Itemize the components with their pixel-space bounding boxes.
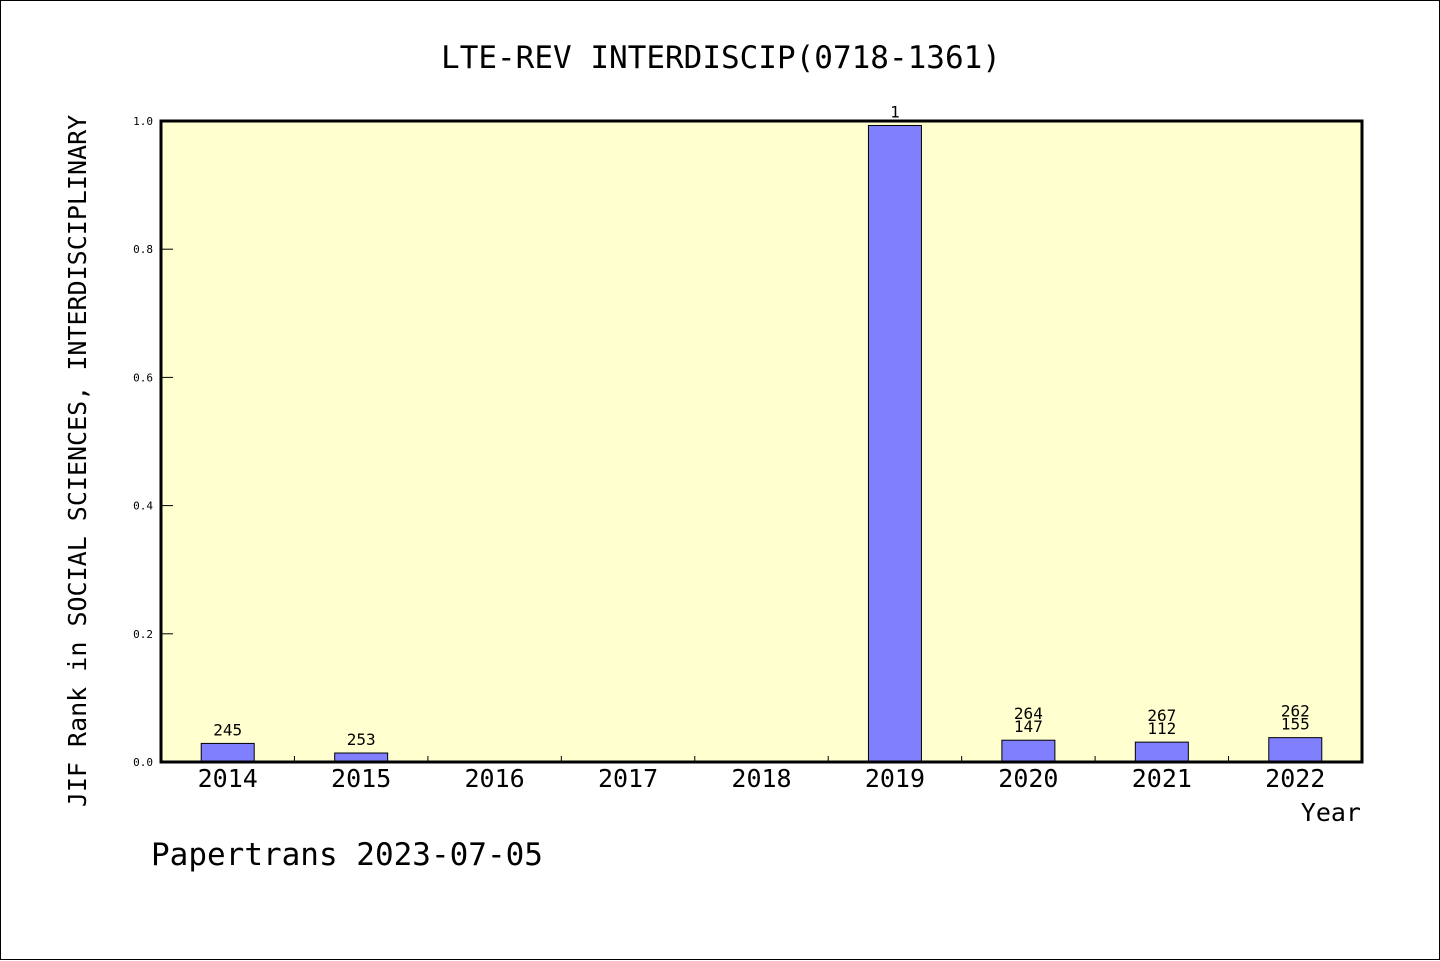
data-label-2022: 155 [1281, 715, 1310, 734]
bar-2014[interactable] [200, 742, 255, 763]
x-tick-label-2018: 2018 [731, 764, 791, 793]
bar-2019[interactable] [867, 124, 922, 763]
y-tick-label: 0.2 [133, 628, 153, 641]
data-label-2022: 262 [1281, 702, 1310, 721]
y-tick-label: 0.8 [133, 243, 153, 256]
data-label-2019: 1 [890, 102, 900, 121]
x-tick-label-2020: 2020 [998, 764, 1058, 793]
x-tick-label-2014: 2014 [198, 764, 258, 793]
chart-title: LTE-REV INTERDISCIP(0718-1361) [441, 40, 1001, 76]
bar-2022[interactable] [1268, 737, 1323, 763]
plot-area [161, 121, 1362, 762]
data-label-2021: 267 [1147, 706, 1176, 725]
data-label-2020: 147 [1014, 717, 1043, 736]
y-tick-label: 0.4 [133, 500, 153, 513]
bar-2021[interactable] [1134, 741, 1189, 763]
y-axis-title: JIF Rank in SOCIAL SCIENCES, INTERDISCIP… [63, 115, 92, 807]
y-tick-label: 0.0 [133, 756, 153, 769]
data-label-2020: 264 [1014, 704, 1043, 723]
x-tick-label-2019: 2019 [865, 764, 925, 793]
x-tick-label-2015: 2015 [331, 764, 391, 793]
bar-2020[interactable] [1001, 739, 1056, 763]
x-tick-label-2017: 2017 [598, 764, 658, 793]
x-tick-label-2022: 2022 [1265, 764, 1325, 793]
y-tick-label: 0.6 [133, 371, 153, 384]
data-label-2014: 245 [213, 720, 242, 739]
data-label-2021: 112 [1147, 719, 1176, 738]
x-tick-label-2016: 2016 [465, 764, 525, 793]
y-tick-label: 1.0 [133, 115, 153, 128]
plot-border [159, 119, 1364, 764]
data-label-2015: 253 [347, 730, 376, 749]
x-axis-title: Year [1301, 798, 1361, 827]
x-tick-label-2021: 2021 [1132, 764, 1192, 793]
footer-text: Papertrans 2023-07-05 [151, 837, 543, 873]
